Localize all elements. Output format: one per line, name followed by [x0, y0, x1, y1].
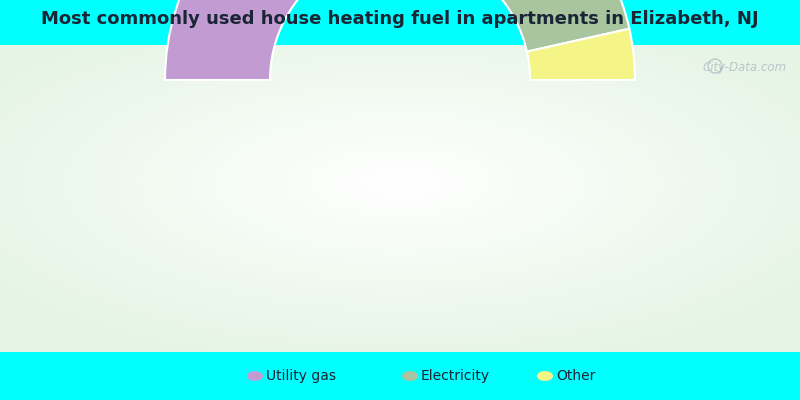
Wedge shape [500, 0, 630, 52]
Ellipse shape [402, 371, 418, 381]
Text: Electricity: Electricity [421, 369, 490, 383]
Bar [0, 352, 800, 400]
Text: City-Data.com: City-Data.com [703, 62, 787, 74]
Wedge shape [165, 0, 581, 80]
Ellipse shape [247, 371, 263, 381]
Bar [0, 0, 800, 45]
Text: Other: Other [556, 369, 595, 383]
Text: Utility gas: Utility gas [266, 369, 336, 383]
Ellipse shape [537, 371, 553, 381]
Wedge shape [527, 29, 635, 80]
Text: Most commonly used house heating fuel in apartments in Elizabeth, NJ: Most commonly used house heating fuel in… [41, 10, 759, 28]
